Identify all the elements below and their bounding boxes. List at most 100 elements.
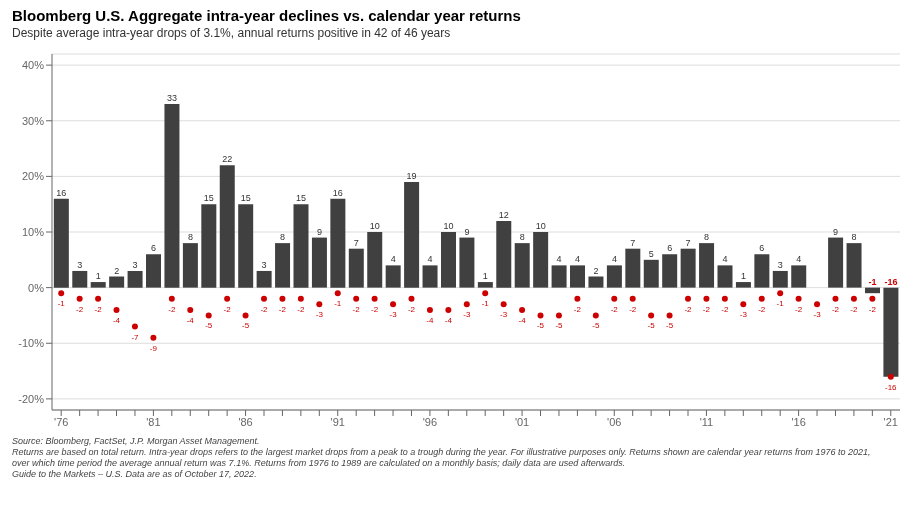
svg-text:-4: -4 xyxy=(187,316,195,325)
svg-text:22: 22 xyxy=(222,154,232,164)
svg-text:16: 16 xyxy=(333,188,343,198)
svg-text:40%: 40% xyxy=(22,59,44,71)
svg-text:-5: -5 xyxy=(555,321,563,330)
svg-text:-2: -2 xyxy=(795,305,803,314)
svg-text:'86: '86 xyxy=(238,416,252,428)
svg-text:-2: -2 xyxy=(758,305,766,314)
svg-text:-4: -4 xyxy=(519,316,527,325)
svg-text:4: 4 xyxy=(796,254,801,264)
svg-text:15: 15 xyxy=(241,193,251,203)
svg-text:-4: -4 xyxy=(445,316,453,325)
svg-text:33: 33 xyxy=(167,93,177,103)
svg-text:4: 4 xyxy=(557,254,562,264)
svg-text:-1: -1 xyxy=(868,277,876,287)
svg-text:-4: -4 xyxy=(113,316,121,325)
svg-text:-2: -2 xyxy=(574,305,582,314)
svg-text:2: 2 xyxy=(114,266,119,276)
svg-text:'01: '01 xyxy=(515,416,529,428)
svg-text:8: 8 xyxy=(852,232,857,242)
svg-text:3: 3 xyxy=(262,260,267,270)
svg-text:'06: '06 xyxy=(607,416,621,428)
svg-text:-3: -3 xyxy=(813,310,821,319)
svg-text:-2: -2 xyxy=(76,305,84,314)
svg-text:-2: -2 xyxy=(408,305,416,314)
svg-text:-5: -5 xyxy=(648,321,656,330)
svg-text:6: 6 xyxy=(759,243,764,253)
svg-text:'76: '76 xyxy=(54,416,68,428)
svg-text:19: 19 xyxy=(407,171,417,181)
svg-text:4: 4 xyxy=(428,254,433,264)
svg-text:-16: -16 xyxy=(884,277,897,287)
svg-text:-3: -3 xyxy=(316,310,324,319)
svg-text:9: 9 xyxy=(464,227,469,237)
svg-text:-7: -7 xyxy=(131,333,139,342)
svg-text:16: 16 xyxy=(56,188,66,198)
svg-text:20%: 20% xyxy=(22,170,44,182)
svg-text:1: 1 xyxy=(96,271,101,281)
svg-text:-2: -2 xyxy=(224,305,232,314)
svg-text:8: 8 xyxy=(280,232,285,242)
svg-text:6: 6 xyxy=(667,243,672,253)
svg-text:4: 4 xyxy=(391,254,396,264)
svg-text:'21: '21 xyxy=(884,416,898,428)
svg-text:-1: -1 xyxy=(482,299,490,308)
svg-text:10%: 10% xyxy=(22,226,44,238)
svg-text:12: 12 xyxy=(499,210,509,220)
svg-text:'96: '96 xyxy=(423,416,437,428)
svg-text:4: 4 xyxy=(612,254,617,264)
svg-text:-5: -5 xyxy=(537,321,545,330)
svg-text:-2: -2 xyxy=(279,305,287,314)
svg-text:9: 9 xyxy=(317,227,322,237)
svg-text:6: 6 xyxy=(151,243,156,253)
svg-text:-5: -5 xyxy=(242,321,250,330)
svg-text:4: 4 xyxy=(722,254,727,264)
svg-text:15: 15 xyxy=(296,193,306,203)
svg-text:-3: -3 xyxy=(463,310,471,319)
svg-text:30%: 30% xyxy=(22,115,44,127)
svg-text:-2: -2 xyxy=(721,305,729,314)
svg-text:7: 7 xyxy=(354,238,359,248)
svg-text:7: 7 xyxy=(686,238,691,248)
svg-text:-2: -2 xyxy=(260,305,268,314)
svg-text:-2: -2 xyxy=(832,305,840,314)
svg-text:'91: '91 xyxy=(331,416,345,428)
svg-text:-2: -2 xyxy=(168,305,176,314)
svg-text:-2: -2 xyxy=(703,305,711,314)
svg-text:3: 3 xyxy=(133,260,138,270)
svg-text:-20%: -20% xyxy=(18,393,44,405)
svg-text:-1: -1 xyxy=(58,299,66,308)
svg-text:-2: -2 xyxy=(684,305,692,314)
svg-text:-3: -3 xyxy=(500,310,508,319)
svg-text:-2: -2 xyxy=(297,305,305,314)
svg-text:-1: -1 xyxy=(777,299,785,308)
svg-text:'11: '11 xyxy=(700,416,714,428)
svg-text:2: 2 xyxy=(593,266,598,276)
svg-text:-9: -9 xyxy=(150,344,158,353)
svg-text:8: 8 xyxy=(704,232,709,242)
svg-text:'16: '16 xyxy=(791,416,805,428)
svg-text:8: 8 xyxy=(188,232,193,242)
svg-text:7: 7 xyxy=(630,238,635,248)
svg-text:-5: -5 xyxy=(666,321,674,330)
svg-text:9: 9 xyxy=(833,227,838,237)
svg-text:-2: -2 xyxy=(869,305,877,314)
svg-text:-3: -3 xyxy=(740,310,748,319)
svg-text:-10%: -10% xyxy=(18,337,44,349)
svg-text:-2: -2 xyxy=(850,305,858,314)
svg-text:-16: -16 xyxy=(885,383,897,392)
svg-text:3: 3 xyxy=(778,260,783,270)
svg-text:10: 10 xyxy=(443,221,453,231)
svg-text:-2: -2 xyxy=(611,305,619,314)
svg-text:-3: -3 xyxy=(389,310,397,319)
svg-text:-2: -2 xyxy=(95,305,103,314)
svg-text:1: 1 xyxy=(741,271,746,281)
svg-text:-1: -1 xyxy=(334,299,342,308)
svg-text:'81: '81 xyxy=(146,416,160,428)
svg-text:10: 10 xyxy=(536,221,546,231)
svg-text:-4: -4 xyxy=(426,316,434,325)
svg-text:0%: 0% xyxy=(28,282,44,294)
svg-text:-5: -5 xyxy=(205,321,213,330)
svg-text:3: 3 xyxy=(77,260,82,270)
svg-text:15: 15 xyxy=(204,193,214,203)
svg-text:10: 10 xyxy=(370,221,380,231)
